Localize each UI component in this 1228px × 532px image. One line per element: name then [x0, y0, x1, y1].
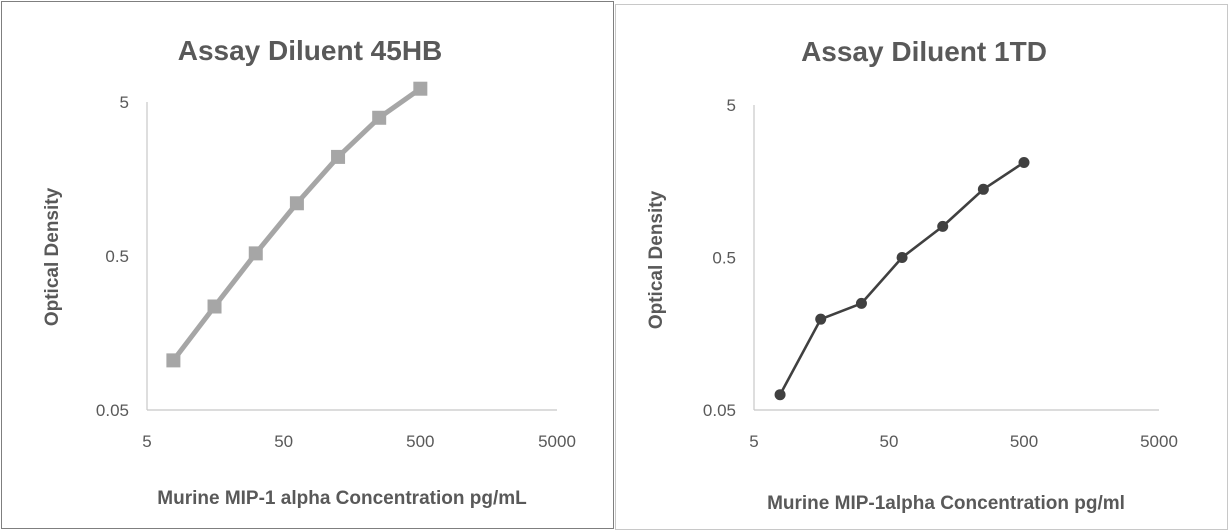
data-point: [413, 81, 428, 96]
data-point: [1018, 156, 1030, 168]
x-tick-label: 5: [749, 432, 758, 451]
chart-title: Assay Diluent 45HB: [178, 35, 443, 66]
x-tick-label: 50: [880, 432, 899, 451]
x-tick-label: 5: [142, 432, 151, 451]
data-point: [937, 220, 949, 232]
x-axis-label: Murine MIP-1alpha Concentration pg/ml: [767, 493, 1125, 514]
series-line: [171, 86, 422, 362]
data-point: [331, 149, 346, 164]
x-tick-label: 5000: [1140, 432, 1178, 451]
data-point: [977, 183, 989, 195]
chart-svg-right: Assay Diluent 1TD 0.05 0.5 5 5 50 500 5000 Murin…: [646, 36, 1178, 514]
x-tick-label: 500: [1010, 432, 1038, 451]
y-tick-label: 5: [727, 96, 736, 115]
data-point: [289, 196, 304, 211]
data-point: [248, 246, 263, 261]
series-line: [778, 161, 1025, 396]
x-tick-label: 5000: [538, 432, 576, 451]
data-point: [896, 252, 908, 263]
x-axis-label: Murine MIP-1 alpha Concentration pg/mL: [157, 488, 527, 509]
y-tick-label: 0.05: [96, 401, 129, 420]
data-point: [372, 110, 387, 125]
y-tick-label: 0.5: [712, 249, 736, 268]
y-tick-label: 0.05: [703, 401, 736, 420]
chart-title: Assay Diluent 1TD: [801, 36, 1047, 67]
chart-svg-left: Assay Diluent 45HB 0.05 0.5 5 5 50 500 5000 Muri…: [42, 35, 576, 509]
x-tick-label: 50: [274, 432, 293, 451]
x-tick-label: 500: [406, 432, 434, 451]
y-tick-label: 5: [120, 93, 129, 112]
data-point: [166, 353, 181, 368]
y-tick-label: 0.5: [105, 247, 129, 266]
data-point: [774, 389, 786, 401]
y-axis-label: Optical Density: [42, 187, 63, 326]
chart-panel-left: Assay Diluent 45HB 0.05 0.5 5 5 50 500 5000 Muri…: [1, 1, 614, 529]
data-point: [207, 299, 222, 314]
y-axis-label: Optical Density: [646, 190, 667, 329]
data-point: [815, 313, 827, 325]
chart-panel-right: Assay Diluent 1TD 0.05 0.5 5 5 50 500 5000 Murin…: [615, 4, 1228, 530]
data-point: [855, 297, 867, 309]
